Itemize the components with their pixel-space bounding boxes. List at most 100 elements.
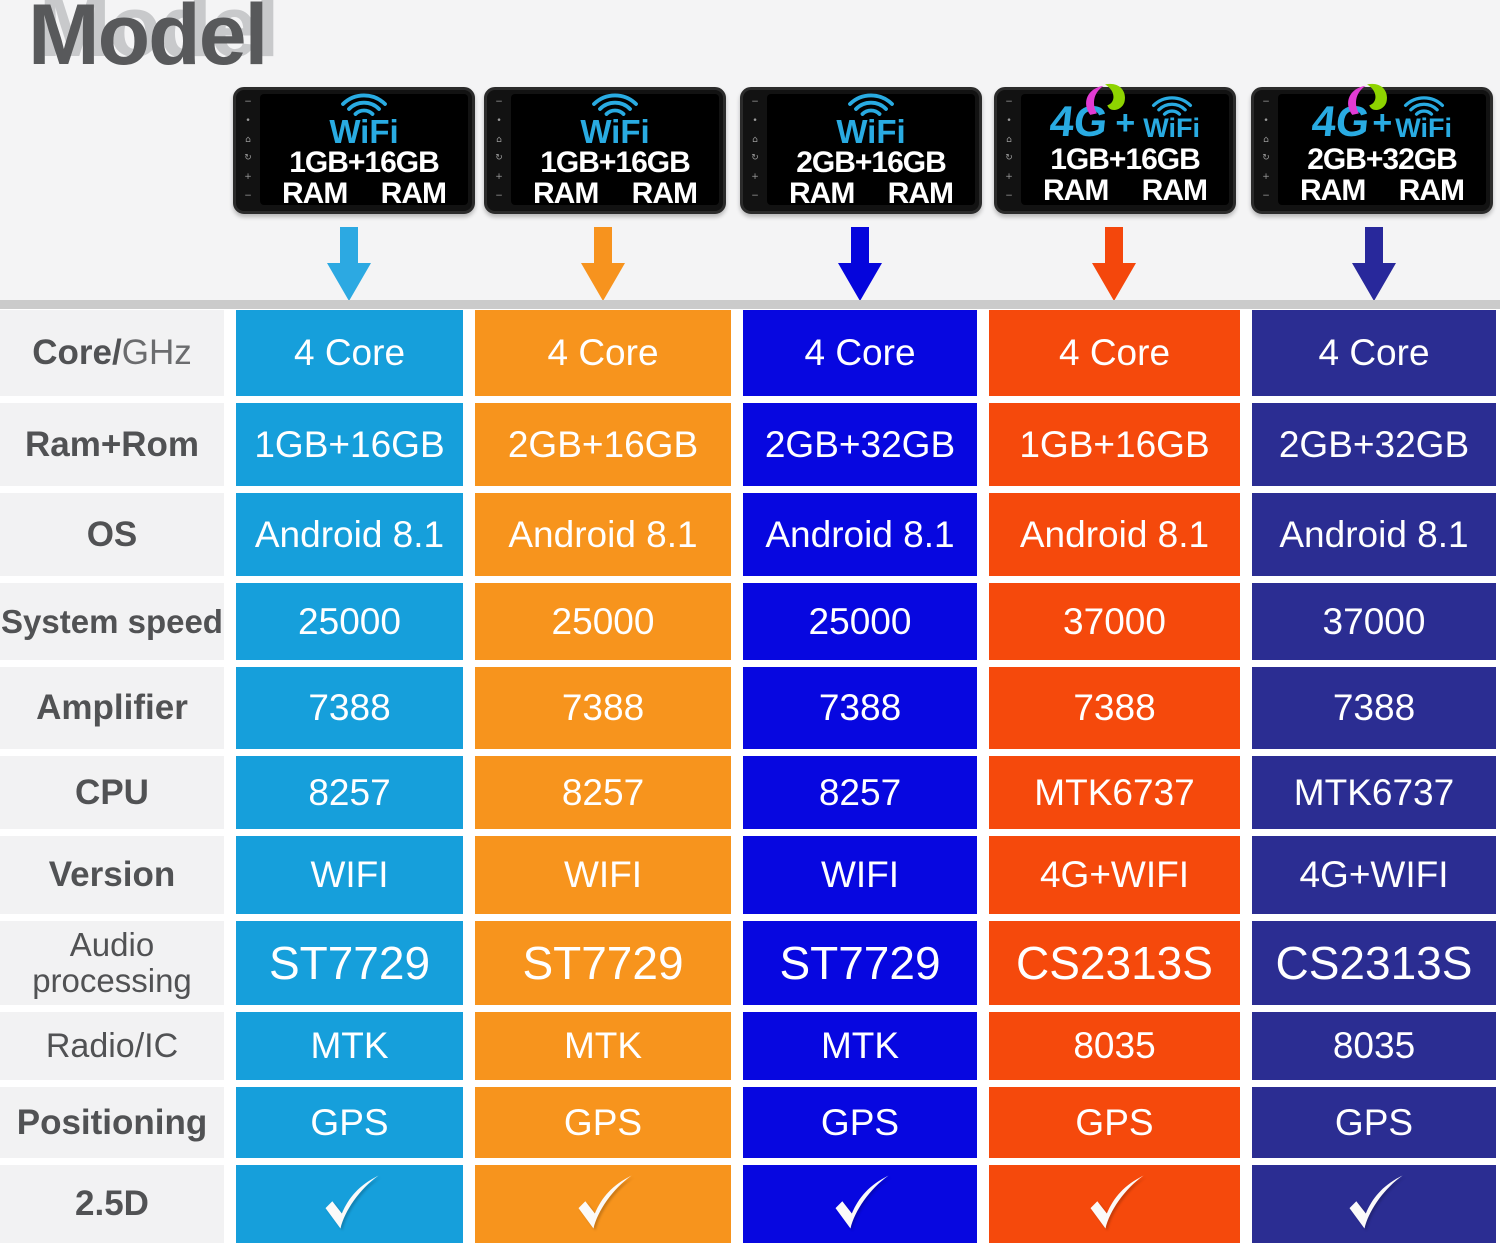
spec-cell: GPS <box>743 1087 977 1158</box>
wifi-icon <box>1151 96 1192 117</box>
spec-cell: 37000 <box>1252 583 1496 660</box>
spec-cell: GPS <box>1252 1087 1496 1158</box>
spec-cell: Android 8.1 <box>1252 493 1496 576</box>
check-icon <box>1349 1175 1403 1229</box>
spec-comparison-table: Core/GHz 4 Core 4 Core 4 Core 4 Core 4 C… <box>0 310 1496 1243</box>
plus-sign: + <box>1372 104 1393 143</box>
spec-cell: MTK <box>475 1012 731 1080</box>
wifi-label: WiFi <box>329 113 399 151</box>
row-label-light: GHz <box>121 333 192 373</box>
spec-cell: 8035 <box>1252 1012 1496 1080</box>
spec-cell: 1GB+16GB <box>989 403 1240 486</box>
product-device-1: − • ⌂ ↻ + − WiFi 1GB+16GB RAM RAM <box>233 87 475 214</box>
spec-cell: ST7729 <box>236 921 463 1005</box>
wifi-label: WiFi <box>580 113 650 151</box>
row-label-audio-processing: Audio processing <box>0 921 224 1005</box>
spec-cell: 4G+WIFI <box>989 836 1240 914</box>
device-memory: 2GB+16GB <box>796 146 947 180</box>
spec-cell: 25000 <box>743 583 977 660</box>
wifi-badge: WiFi <box>836 90 906 151</box>
spec-cell: 8257 <box>236 756 463 829</box>
device-screen: WiFi 2GB+16GB RAM RAM <box>767 93 975 208</box>
connectivity-badge: 4G + WiFi <box>1310 84 1452 146</box>
spec-cell: 2GB+32GB <box>743 403 977 486</box>
check-icon <box>1090 1175 1144 1229</box>
spec-cell: 7388 <box>1252 667 1496 749</box>
spec-cell: WIFI <box>743 836 977 914</box>
device-ram-line: RAM RAM <box>533 176 698 210</box>
wifi-badge: WiFi <box>329 90 399 151</box>
row-label-os: OS <box>0 493 224 576</box>
spec-cell: 4 Core <box>475 310 731 396</box>
row-label-core-ghz: Core/GHz <box>0 310 224 396</box>
device-ram-line: RAM RAM <box>1043 173 1208 207</box>
down-arrow-icon-3 <box>838 227 882 301</box>
product-device-5: − • ⌂ ↻ + − 4G + WiFi 2GB+32 <box>1251 84 1493 214</box>
row-label-radio-ic: Radio/IC <box>0 1012 224 1080</box>
device-memory: 2GB+32GB <box>1307 143 1458 177</box>
spec-cell: 25000 <box>475 583 731 660</box>
spec-cell: WIFI <box>475 836 731 914</box>
spec-cell: 8257 <box>743 756 977 829</box>
spec-cell: MTK6737 <box>989 756 1240 829</box>
spec-cell: 4 Core <box>1252 310 1496 396</box>
spec-cell: ST7729 <box>743 921 977 1005</box>
spec-cell: 1GB+16GB <box>236 403 463 486</box>
spec-cell: 2GB+32GB <box>1252 403 1496 486</box>
spec-cell: 7388 <box>989 667 1240 749</box>
wifi-badge: WiFi <box>1395 93 1452 142</box>
spec-cell: CS2313S <box>989 921 1240 1005</box>
row-label-ram-rom: Ram+Rom <box>0 403 224 486</box>
spec-cell: 2GB+16GB <box>475 403 731 486</box>
product-device-4: − • ⌂ ↻ + − 4G + WiFi 1GB+16 <box>994 84 1236 214</box>
spec-cell: Android 8.1 <box>989 493 1240 576</box>
spec-cell: GPS <box>989 1087 1240 1158</box>
spec-cell-check <box>475 1165 731 1243</box>
wifi-icon <box>848 93 894 116</box>
spec-cell: WIFI <box>236 836 463 914</box>
spec-cell: GPS <box>236 1087 463 1158</box>
wifi-icon <box>592 93 638 116</box>
spec-cell: 8257 <box>475 756 731 829</box>
spec-cell-check <box>1252 1165 1496 1243</box>
wifi-label: WiFi <box>1395 113 1452 144</box>
device-side-buttons: − • ⌂ ↻ + − <box>495 97 503 201</box>
down-arrow-icon-5 <box>1352 227 1396 301</box>
spec-cell: CS2313S <box>1252 921 1496 1005</box>
device-ram-line: RAM RAM <box>789 176 954 210</box>
device-screen: 4G + WiFi 2GB+32GB RAM RAM <box>1278 84 1486 205</box>
wifi-label: WiFi <box>1143 113 1200 144</box>
row-label-version: Version <box>0 836 224 914</box>
device-memory: 1GB+16GB <box>289 146 440 180</box>
spec-cell-check <box>236 1165 463 1243</box>
wifi-badge: WiFi <box>580 90 650 151</box>
product-device-3: − • ⌂ ↻ + − WiFi 2GB+16GB RAM RAM <box>740 87 982 214</box>
spec-cell: 7388 <box>743 667 977 749</box>
device-side-buttons: − • ⌂ ↻ + − <box>244 97 252 201</box>
row-label-2-5d: 2.5D <box>0 1165 224 1243</box>
spec-cell: 7388 <box>236 667 463 749</box>
device-side-buttons: − • ⌂ ↻ + − <box>1262 97 1270 201</box>
wifi-icon <box>341 93 387 116</box>
row-label-bold: Core/ <box>32 333 122 373</box>
device-memory: 1GB+16GB <box>1050 143 1201 177</box>
spec-cell: Android 8.1 <box>743 493 977 576</box>
device-screen: WiFi 1GB+16GB RAM RAM <box>511 93 719 208</box>
wifi-label: WiFi <box>836 113 906 151</box>
device-screen: 4G + WiFi 1GB+16GB RAM RAM <box>1021 84 1229 207</box>
row-label-cpu: CPU <box>0 756 224 829</box>
device-side-buttons: − • ⌂ ↻ + − <box>1005 97 1013 201</box>
spec-cell: 4G+WIFI <box>1252 836 1496 914</box>
4g-swoosh-icon <box>1348 84 1387 116</box>
spec-cell: 25000 <box>236 583 463 660</box>
page-title: Model <box>28 0 268 83</box>
row-label-system-speed: System speed <box>0 583 224 660</box>
spec-cell: 4 Core <box>236 310 463 396</box>
check-icon <box>578 1175 632 1229</box>
header-section: Model − • ⌂ ↻ + − WiFi 1GB+16GB RAM RAM − • ⌂ ↻ +… <box>0 0 1500 301</box>
spec-cell: Android 8.1 <box>236 493 463 576</box>
device-side-buttons: − • ⌂ ↻ + − <box>751 97 759 201</box>
down-arrow-icon-4 <box>1092 227 1136 301</box>
check-icon <box>325 1175 379 1229</box>
spec-cell: ST7729 <box>475 921 731 1005</box>
